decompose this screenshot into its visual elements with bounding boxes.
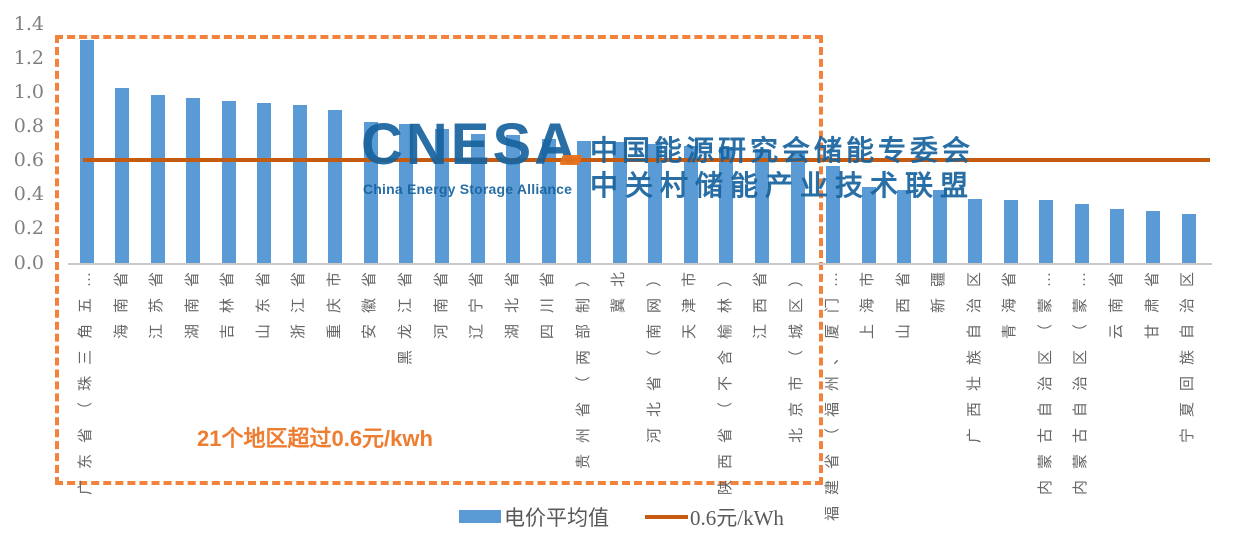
bar: [648, 144, 663, 264]
x-category-label: 吉林省: [220, 261, 237, 340]
x-category-label: 甘肃省: [1144, 261, 1161, 340]
bar: [79, 39, 94, 264]
x-category-label: 安徽省: [362, 261, 379, 340]
x-category-label: 广东省（珠三角五…: [78, 261, 94, 496]
legend-bar-swatch: [459, 510, 501, 523]
x-category-label: 内蒙古自治区（蒙…: [1037, 261, 1054, 496]
reference-line-0.6: [83, 158, 1210, 162]
x-category-label: 山西省: [895, 261, 912, 340]
bar: [1181, 213, 1196, 264]
bar: [1039, 200, 1054, 264]
bar: [754, 149, 769, 264]
bar: [1074, 203, 1089, 264]
y-tick-label: 1.4: [13, 12, 44, 35]
bar: [328, 109, 343, 264]
bar: [506, 135, 521, 264]
legend-line-swatch: [645, 515, 688, 519]
bar: [470, 133, 485, 264]
bar: [861, 186, 876, 264]
highlight-dashed-box: [55, 35, 823, 485]
legend-bar-label: 电价平均值: [504, 506, 609, 530]
bar: [186, 97, 201, 264]
x-category-label: 冀北: [611, 261, 628, 314]
bar: [968, 198, 983, 264]
x-category-label: 辽宁省: [469, 261, 486, 340]
x-category-label: 上海市: [860, 261, 877, 340]
bar: [719, 147, 734, 264]
x-category-label: 山东省: [255, 261, 272, 340]
y-tick-label: 0.2: [13, 217, 44, 240]
bar: [1110, 208, 1125, 264]
watermark-logo: CNESA: [361, 112, 580, 177]
annotation-text: 21个地区超过0.6元/kwh: [197, 426, 433, 451]
x-category-label: 青海省: [1002, 261, 1019, 340]
watermark-logo-mark-icon: [559, 155, 583, 165]
bar: [612, 142, 627, 264]
x-category-label: 海南省: [113, 261, 130, 340]
x-category-label: 福建省（福州、厦门…: [824, 261, 841, 522]
bar: [363, 121, 378, 264]
bar: [150, 94, 165, 264]
y-tick-label: 1.0: [13, 80, 44, 103]
bar: [221, 101, 236, 264]
y-tick-label: 1.2: [13, 46, 44, 69]
x-category-label: 河南省: [433, 261, 450, 340]
legend-line-label: 0.6元/kWh: [690, 506, 784, 530]
bar: [826, 166, 841, 264]
bar: [257, 103, 272, 264]
x-category-label: 河北省（南网）: [646, 261, 663, 444]
x-category-label: 新疆: [931, 261, 948, 314]
x-category-label: 内蒙古自治区（蒙…: [1073, 261, 1090, 496]
bar: [292, 104, 307, 264]
x-category-label: 浙江省: [291, 261, 308, 340]
x-category-label: 重庆市: [326, 261, 343, 340]
x-category-label: 黑龙江省: [397, 261, 414, 366]
x-category-label: 广西壮族自治区: [966, 261, 983, 444]
bar: [683, 145, 698, 264]
y-tick-label: 0.4: [13, 183, 44, 206]
x-category-label: 云南省: [1108, 261, 1125, 340]
bar: [1146, 210, 1160, 264]
y-tick-label: 0.8: [13, 114, 44, 137]
bar: [435, 128, 449, 264]
bar: [115, 87, 130, 264]
y-tick-label: 0.0: [13, 251, 44, 274]
bar: [897, 190, 912, 264]
watermark-cn-line2: 中关村储能产业技术联盟: [590, 170, 976, 201]
x-axis-line: [68, 263, 1212, 265]
bar: [1003, 200, 1018, 264]
watermark-cn-line1: 中国能源研究会储能专委会: [590, 135, 975, 166]
bar: [932, 190, 947, 264]
watermark-logo-subtext: China Energy Storage Alliance: [363, 181, 573, 197]
bar: [541, 138, 556, 264]
x-category-label: 江苏省: [149, 261, 166, 340]
y-tick-label: 0.6: [13, 149, 44, 172]
bar: [577, 140, 592, 264]
x-category-label: 北京市（城区）: [789, 261, 805, 444]
bar: [790, 152, 805, 264]
x-category-label: 宁夏回族自治区: [1180, 261, 1197, 444]
x-category-label: 湖南省: [184, 261, 201, 340]
